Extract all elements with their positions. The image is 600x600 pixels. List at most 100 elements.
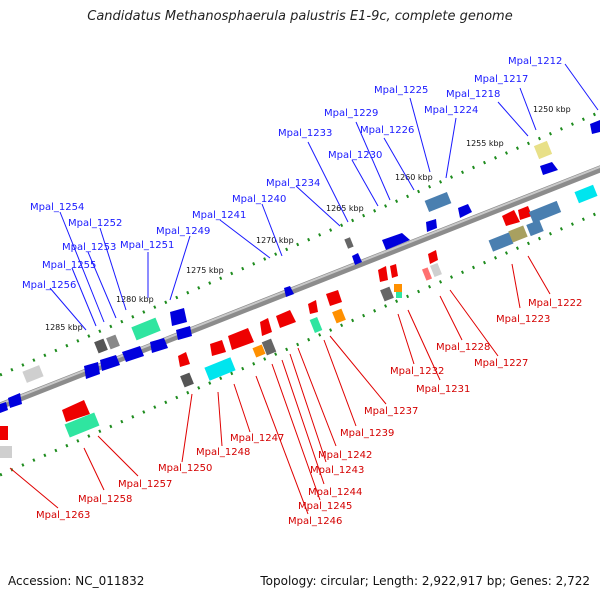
gene-box[interactable] — [396, 292, 402, 298]
gene-arrow[interactable] — [426, 219, 437, 232]
gene-label[interactable]: Mpal_1231 — [416, 384, 470, 395]
gene-label[interactable]: Mpal_1257 — [118, 479, 172, 490]
gene-label[interactable]: Mpal_1224 — [424, 105, 478, 116]
gene-box[interactable] — [22, 365, 44, 383]
gene-arrow[interactable] — [228, 328, 254, 350]
gene-arrow[interactable] — [150, 338, 168, 353]
gene-label[interactable]: Mpal_1251 — [120, 240, 174, 251]
gene-label[interactable]: Mpal_1228 — [436, 342, 490, 353]
gene-label[interactable]: Mpal_1240 — [232, 194, 286, 205]
gene-arrow[interactable] — [276, 310, 296, 328]
gene-label[interactable]: Mpal_1255 — [42, 260, 96, 271]
gene-label[interactable]: Mpal_1254 — [30, 202, 84, 213]
gene-arrow[interactable] — [540, 162, 558, 175]
gene-label[interactable]: Mpal_1241 — [192, 210, 246, 221]
gene-label[interactable]: Mpal_1256 — [22, 280, 76, 291]
gene-label[interactable]: Mpal_1250 — [158, 463, 212, 474]
gene-label[interactable]: Mpal_1253 — [62, 242, 116, 253]
gene-label[interactable]: Mpal_1234 — [266, 178, 320, 189]
gene-label[interactable]: Mpal_1248 — [196, 447, 250, 458]
gene-label[interactable]: Mpal_1239 — [340, 428, 394, 439]
gene-label[interactable]: Mpal_1218 — [446, 89, 500, 100]
gene-box[interactable] — [528, 200, 562, 224]
gene-label[interactable]: Mpal_1245 — [298, 501, 352, 512]
gene-box[interactable] — [106, 334, 120, 350]
gene-label[interactable]: Mpal_1249 — [156, 226, 210, 237]
gene-label[interactable]: Mpal_1237 — [364, 406, 418, 417]
gene-label[interactable]: Mpal_1225 — [374, 85, 428, 96]
gene-box[interactable] — [430, 262, 442, 278]
gene-arrow[interactable] — [390, 264, 398, 278]
accession-label: Accession: NC_011832 — [8, 574, 145, 588]
gene-label[interactable]: Mpal_1244 — [308, 487, 362, 498]
gene-arrow[interactable] — [352, 253, 362, 265]
gene-label[interactable]: Mpal_1233 — [278, 128, 332, 139]
gene-box[interactable] — [180, 372, 194, 388]
gene-box[interactable] — [94, 338, 108, 354]
gene-arrow[interactable] — [0, 402, 8, 413]
gene-arrow[interactable] — [382, 233, 410, 250]
gene-arrow[interactable] — [62, 400, 90, 422]
gene-label[interactable]: Mpal_1247 — [230, 433, 284, 444]
gene-box[interactable] — [0, 446, 12, 458]
gene-box[interactable] — [526, 219, 544, 237]
gene-box[interactable] — [261, 338, 277, 356]
gene-label[interactable]: Mpal_1243 — [310, 465, 364, 476]
gene-box[interactable] — [332, 308, 346, 324]
gene-box[interactable] — [344, 237, 354, 249]
gene-arrow[interactable] — [326, 290, 342, 306]
gene-box[interactable] — [64, 412, 100, 438]
gene-label[interactable]: Mpal_1217 — [474, 74, 528, 85]
gene-box[interactable] — [488, 232, 514, 252]
gene-arrow[interactable] — [260, 318, 272, 336]
gene-label[interactable]: Mpal_1252 — [68, 218, 122, 229]
gene-box[interactable] — [421, 267, 433, 281]
gene-arrow[interactable] — [100, 355, 120, 371]
gene-arrow[interactable] — [284, 286, 294, 297]
gene-arrow[interactable] — [170, 308, 187, 326]
gene-arrow[interactable] — [502, 210, 520, 226]
gene-arrow[interactable] — [178, 352, 190, 367]
gene-label[interactable]: Mpal_1258 — [78, 494, 132, 505]
genome-title: Candidatus Methanosphaerula palustris E1… — [87, 9, 513, 24]
gene-box[interactable] — [131, 317, 161, 341]
kbp-label: 1255 kbp — [466, 139, 504, 148]
gene-box[interactable] — [394, 284, 402, 292]
gene-box[interactable] — [533, 140, 553, 160]
gene-arrow[interactable] — [518, 206, 532, 220]
gene-label[interactable]: Mpal_1230 — [328, 150, 382, 161]
top-leaders — [49, 63, 599, 331]
gene-label[interactable]: Mpal_1212 — [508, 56, 562, 67]
gene-arrow[interactable] — [458, 204, 472, 218]
gene-label[interactable]: Mpal_1242 — [318, 450, 372, 461]
gene-arrow[interactable] — [84, 362, 100, 379]
forward-genes — [0, 120, 600, 413]
gene-label[interactable]: Mpal_1246 — [288, 516, 342, 527]
gene-arrow[interactable] — [308, 300, 318, 314]
gene-arrow[interactable] — [590, 120, 600, 134]
gene-label[interactable]: Mpal_1222 — [528, 298, 582, 309]
gene-arrow[interactable] — [122, 346, 144, 362]
gene-box[interactable] — [508, 225, 528, 243]
gene-arrow[interactable] — [378, 266, 388, 282]
gene-box[interactable] — [0, 426, 8, 440]
gene-label[interactable]: Mpal_1229 — [324, 108, 378, 119]
gene-arrow[interactable] — [428, 250, 438, 264]
gene-box[interactable] — [574, 184, 598, 204]
gene-label[interactable]: Mpal_1226 — [360, 125, 414, 136]
gene-arrow[interactable] — [210, 340, 226, 356]
gene-box[interactable] — [204, 357, 236, 381]
gene-box[interactable] — [252, 344, 266, 358]
gene-label[interactable]: Mpal_1263 — [36, 510, 90, 521]
gene-arrow[interactable] — [8, 393, 22, 408]
gene-box[interactable] — [424, 191, 452, 213]
gene-box[interactable] — [380, 286, 394, 302]
gene-arrow[interactable] — [176, 326, 192, 340]
gene-label[interactable]: Mpal_1227 — [474, 358, 528, 369]
scale-track-top — [0, 110, 600, 377]
gene-label[interactable]: Mpal_1223 — [496, 314, 550, 325]
gene-label[interactable]: Mpal_1232 — [390, 366, 444, 377]
kbp-label: 1270 kbp — [256, 236, 294, 245]
gene-box[interactable] — [309, 317, 323, 333]
